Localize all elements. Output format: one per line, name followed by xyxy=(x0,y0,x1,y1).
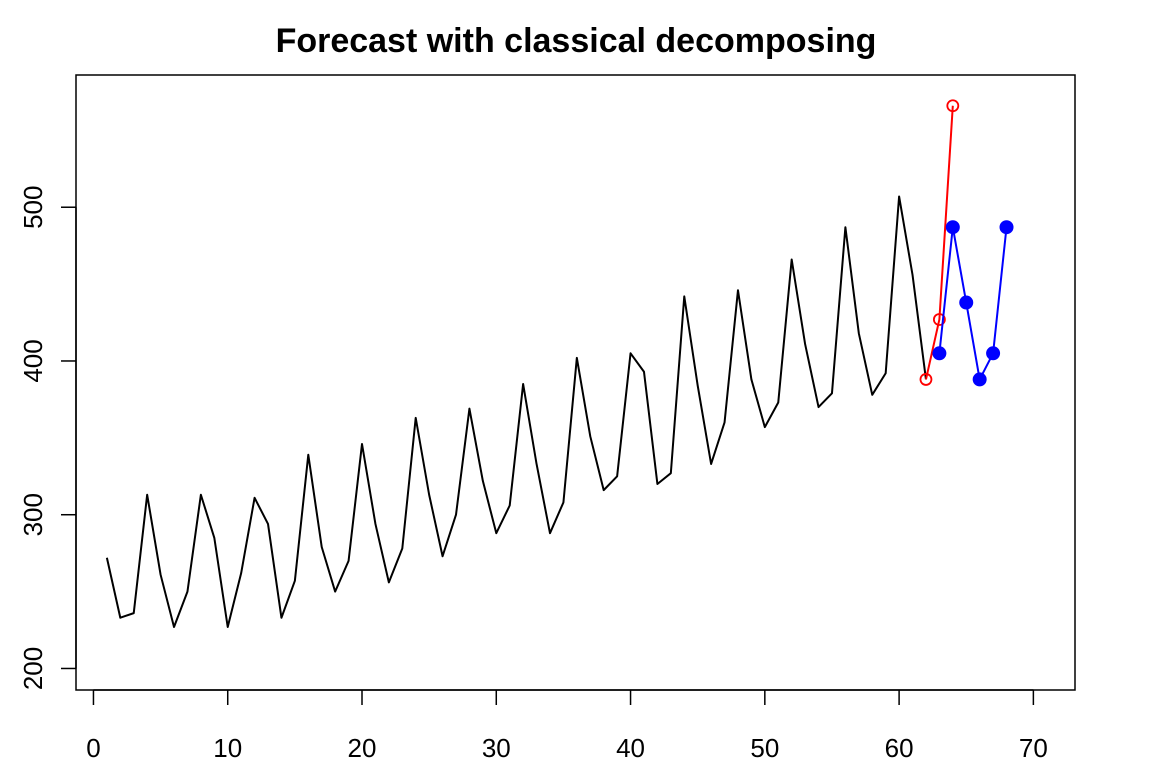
y-tick-label: 500 xyxy=(18,186,48,229)
y-tick-label: 200 xyxy=(18,647,48,690)
series-2-point xyxy=(972,372,987,387)
x-tick-label: 30 xyxy=(482,733,511,763)
series-2-point xyxy=(999,220,1014,235)
x-tick-label: 70 xyxy=(1019,733,1048,763)
y-tick-label: 400 xyxy=(18,339,48,382)
x-tick-label: 40 xyxy=(616,733,645,763)
series-2-line xyxy=(938,226,1008,381)
x-axis: 0 10 20 30 40 50 60 70 xyxy=(86,689,1048,763)
y-axis: 200 300 400 500 xyxy=(18,186,77,690)
x-tick-label: 20 xyxy=(348,733,377,763)
series-2-point xyxy=(932,346,947,361)
x-tick-label: 50 xyxy=(750,733,779,763)
y-tick-label: 300 xyxy=(18,493,48,536)
series-2-point xyxy=(959,295,974,310)
series-0-line xyxy=(105,195,927,628)
chart-title: Forecast with classical decomposing xyxy=(276,22,877,60)
x-tick-label: 0 xyxy=(86,733,100,763)
series-layer xyxy=(105,99,1014,628)
series-2-point xyxy=(986,346,1001,361)
series-1-point xyxy=(932,313,946,326)
series-1-point xyxy=(946,99,960,113)
series-1-line xyxy=(924,105,954,380)
series-2-point xyxy=(945,220,960,235)
x-tick-label: 10 xyxy=(213,733,242,763)
series-1-point xyxy=(919,373,933,386)
x-tick-label: 60 xyxy=(885,733,914,763)
